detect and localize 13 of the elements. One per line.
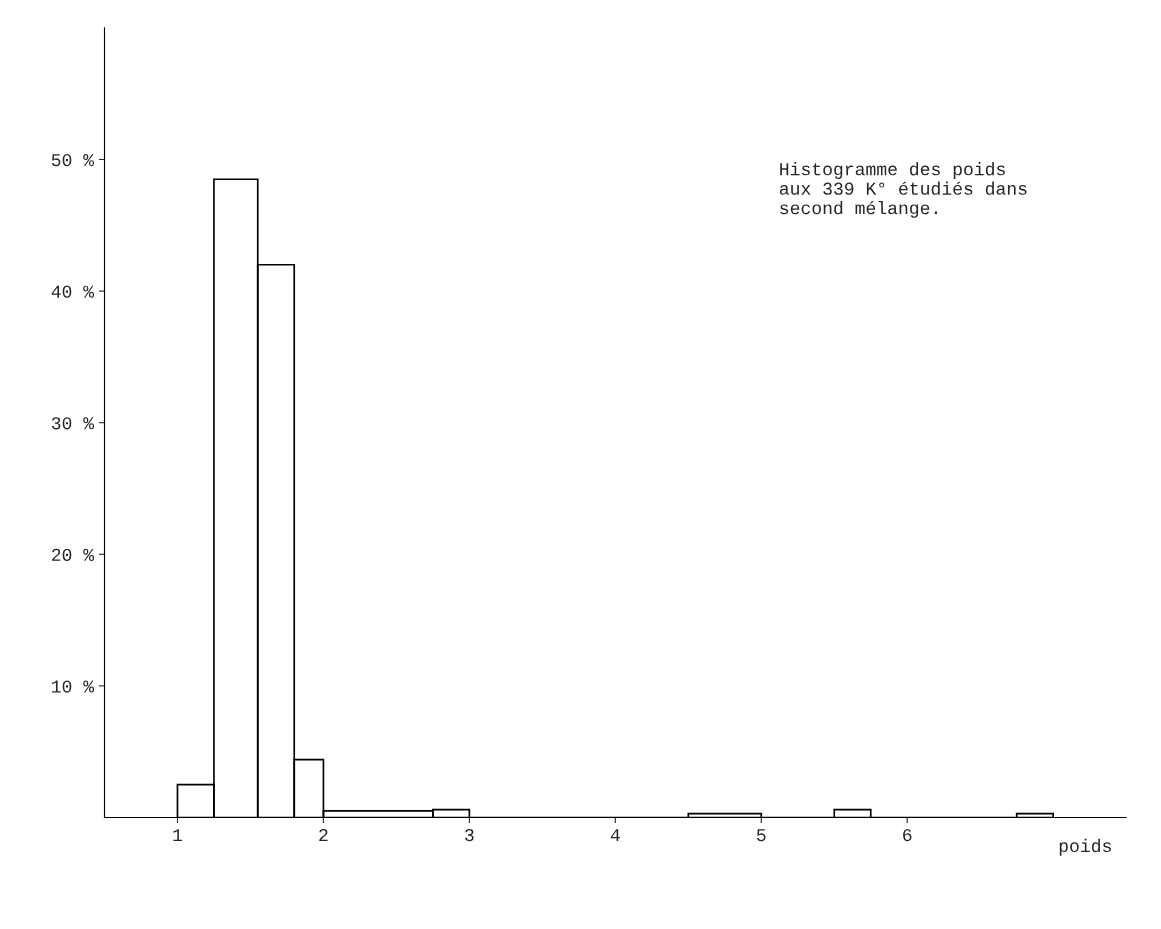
x-tick-label: 4 bbox=[610, 829, 620, 842]
x-axis-title: poids bbox=[1059, 838, 1111, 856]
y-tick-label: 40 % bbox=[51, 285, 95, 298]
annotation: Histogramme des poids aux 339 K° étudiés dans second mélange. bbox=[779, 162, 1027, 218]
y-tick-label: 20 % bbox=[52, 548, 95, 562]
x-tick-label: 5 bbox=[756, 829, 766, 842]
x-tick-label: 2 bbox=[319, 828, 328, 842]
y-tick-label: 10 % bbox=[52, 680, 95, 693]
x-tick-label: 6 bbox=[903, 828, 912, 842]
y-tick-label: 30 % bbox=[51, 417, 95, 430]
y-tick-label: 50 % bbox=[51, 153, 95, 167]
x-tick-label: 1 bbox=[173, 829, 183, 842]
x-tick-label: 3 bbox=[465, 828, 474, 842]
